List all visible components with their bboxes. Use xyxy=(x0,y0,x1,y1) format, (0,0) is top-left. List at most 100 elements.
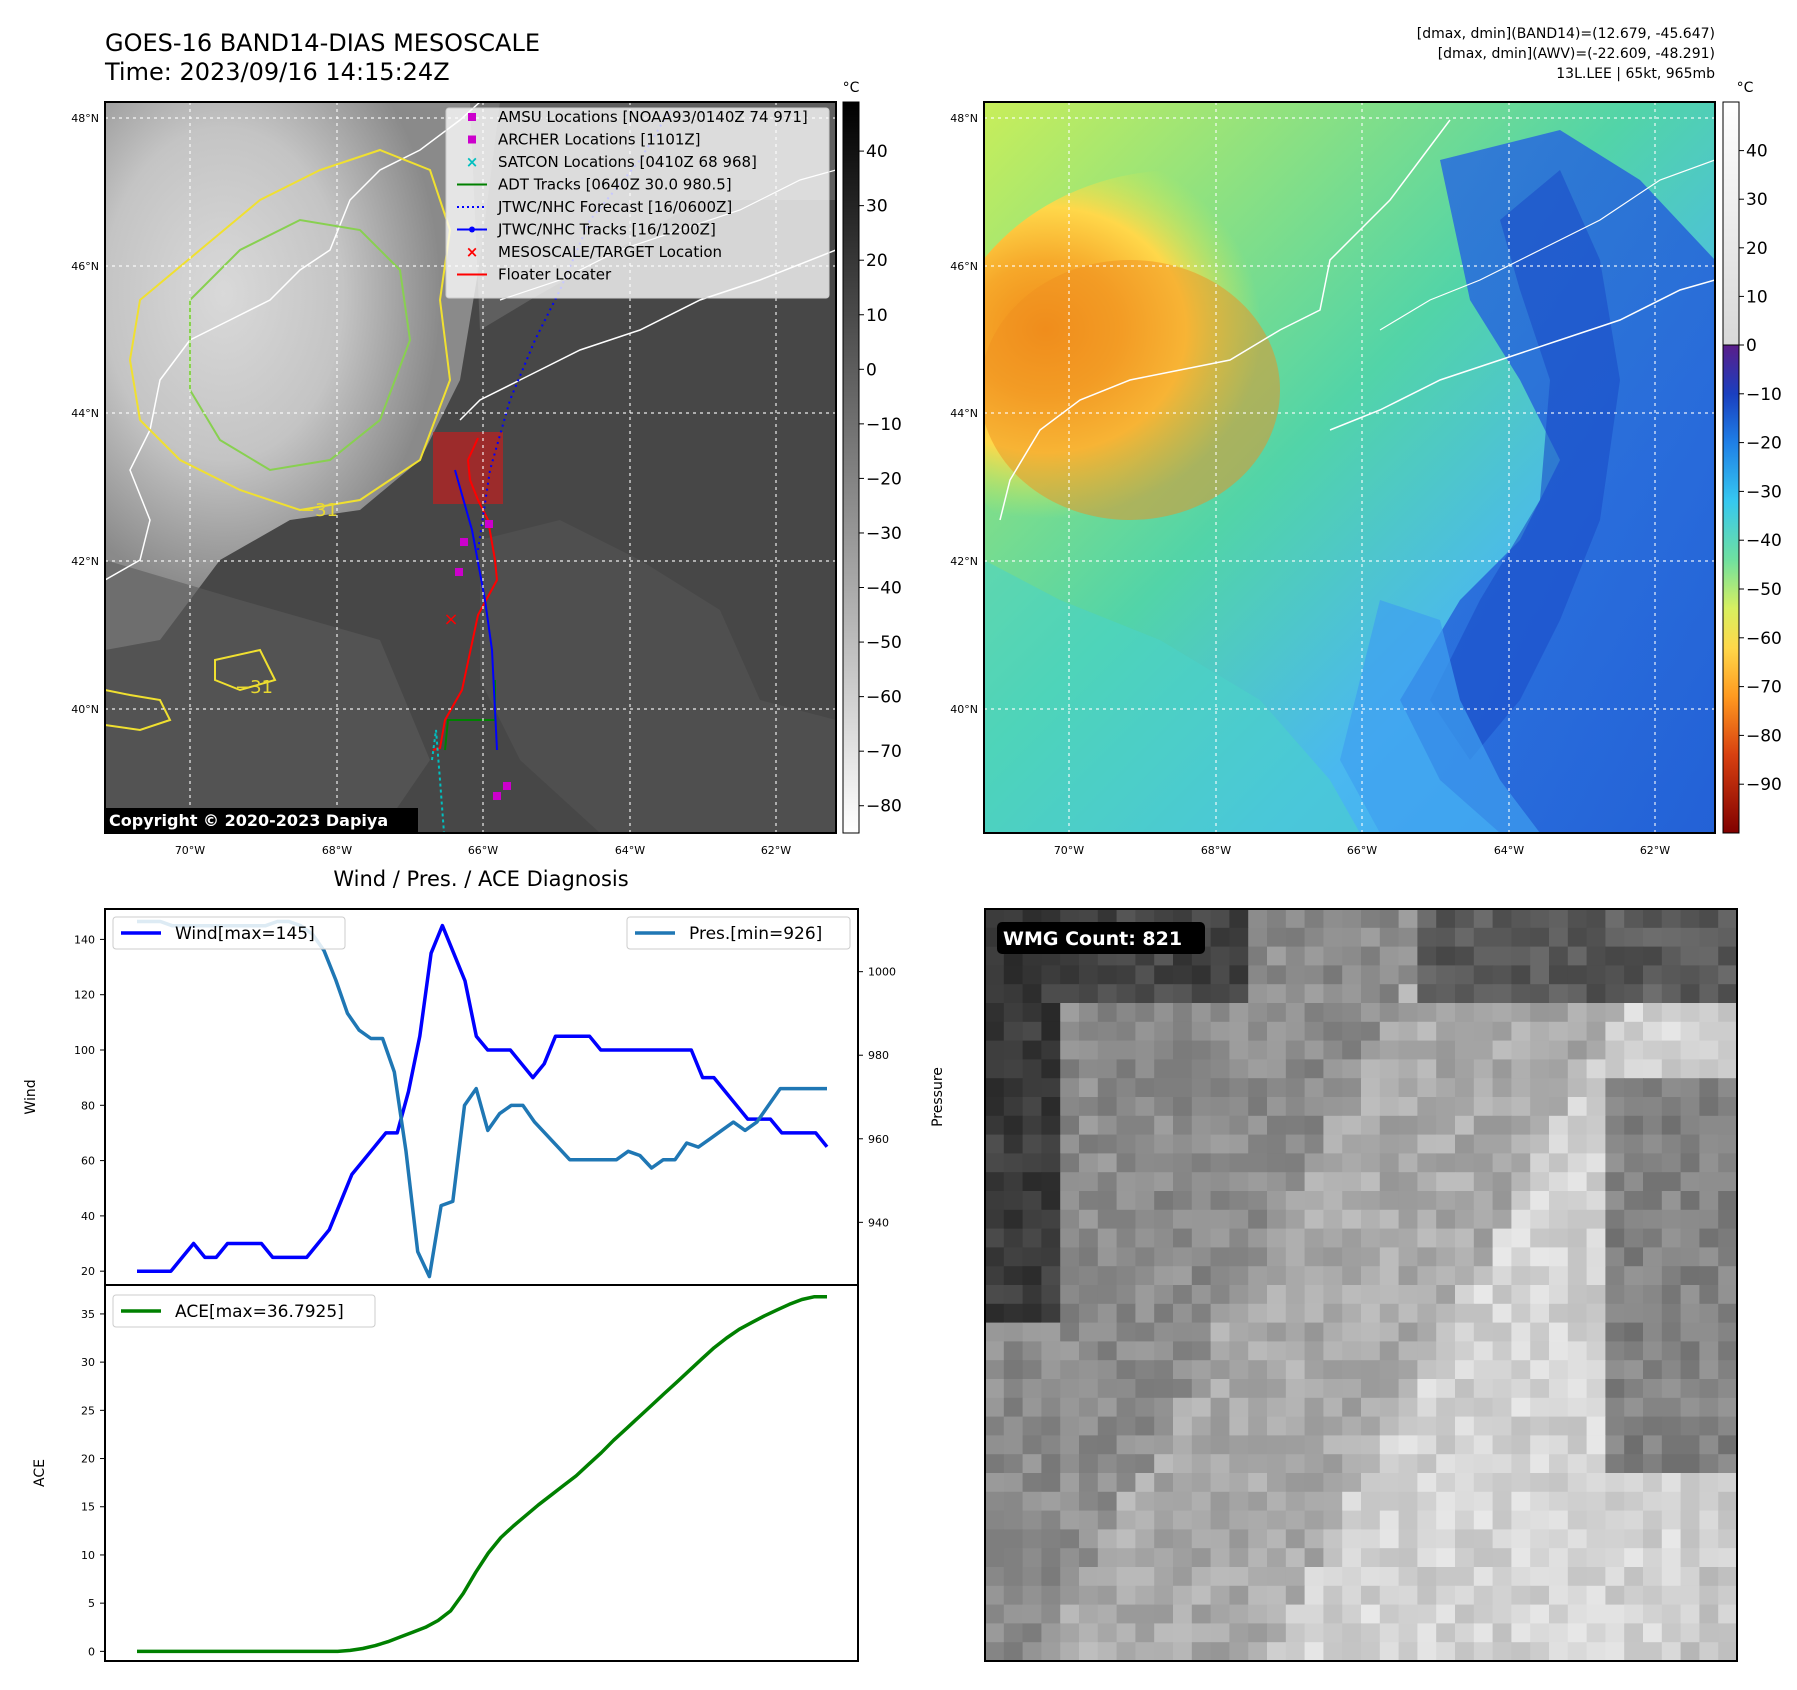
wmg-pixel xyxy=(1417,1529,1437,1549)
wmg-pixel xyxy=(1361,1003,1381,1023)
wmg-pixel xyxy=(1304,946,1324,966)
wmg-pixel xyxy=(1323,1021,1343,1042)
wmg-pixel xyxy=(985,1134,1005,1154)
copyright-text: Copyright © 2020-2023 Dapiya xyxy=(109,811,388,830)
wmg-pixel xyxy=(1116,1266,1136,1286)
wmg-pixel xyxy=(1455,965,1475,985)
wmg-pixel xyxy=(1041,1247,1061,1267)
wmg-pixel xyxy=(1605,1416,1625,1436)
wmg-pixel xyxy=(1549,1172,1569,1192)
wmg-pixel xyxy=(1605,965,1625,985)
awv-colorbar-tick-label: −10 xyxy=(1746,385,1782,405)
wmg-pixel xyxy=(1417,1003,1437,1023)
ir-contour-green xyxy=(189,218,412,472)
wmg-pixel xyxy=(1210,946,1230,966)
wmg-pixel xyxy=(985,1303,1005,1324)
wmg-pixel xyxy=(1718,1209,1737,1230)
wmg-pixel xyxy=(1605,1153,1625,1173)
wmg-pixel xyxy=(1718,1228,1737,1248)
wmg-pixel xyxy=(1097,1435,1118,1455)
wmg-pixel xyxy=(1060,1642,1080,1661)
wmg-pixel xyxy=(1511,1491,1531,1512)
wmg-pixel xyxy=(1267,1172,1287,1192)
wmg-pixel xyxy=(1661,1003,1682,1023)
wmg-pixel xyxy=(1079,1585,1099,1606)
wmg-pixel xyxy=(1417,1397,1437,1418)
wmg-pixel xyxy=(1060,1397,1080,1418)
wmg-pixel xyxy=(1173,1585,1193,1606)
wmg-pixel xyxy=(1567,1303,1588,1324)
wmg-pixel xyxy=(1492,1303,1512,1324)
wmg-pixel xyxy=(1022,1115,1042,1136)
wmg-pixel xyxy=(1041,1567,1061,1587)
wmg-pixel xyxy=(1267,1567,1287,1587)
wmg-pixel xyxy=(1643,946,1663,966)
wmg-pixel xyxy=(1173,1510,1193,1530)
wmg-pixel xyxy=(1041,1435,1061,1455)
wmg-pixel xyxy=(1248,1585,1268,1606)
wmg-pixel xyxy=(1718,1491,1737,1512)
wmg-pixel xyxy=(1285,1379,1306,1399)
wmg-pixel xyxy=(1097,1059,1118,1079)
wmg-pixel xyxy=(1267,1360,1287,1380)
wmg-pixel xyxy=(1511,1360,1531,1380)
wmg-pixel xyxy=(1135,1604,1155,1624)
wmg-pixel xyxy=(1342,1585,1362,1606)
wmg-pixel xyxy=(1680,1454,1700,1474)
wmg-pixel xyxy=(1398,1379,1418,1399)
wmg-count-box xyxy=(997,922,1205,954)
wmg-pixel xyxy=(1229,984,1249,1004)
wmg-pixel xyxy=(1361,1266,1381,1286)
wmg-pixel xyxy=(1248,1153,1268,1173)
wmg-pixel xyxy=(1154,1322,1174,1342)
wmg-pixel xyxy=(1624,1097,1644,1117)
wmg-pixel xyxy=(1267,1341,1287,1361)
wmg-pixel xyxy=(1022,1473,1042,1493)
wmg-pixel xyxy=(1022,1529,1042,1549)
wmg-pixel xyxy=(1079,1473,1099,1493)
wmg-pixel xyxy=(1473,1623,1494,1643)
wmg-pixel xyxy=(1492,1548,1512,1568)
wmg-pixel xyxy=(1285,1078,1306,1098)
wmg-pixel xyxy=(985,1529,1005,1549)
awv-south-moist xyxy=(1340,600,1540,833)
wmg-pixel xyxy=(1567,1548,1588,1568)
wmg-pixel xyxy=(1530,1228,1550,1248)
wmg-pixel xyxy=(1661,1623,1682,1643)
wmg-pixel xyxy=(1567,965,1588,985)
wmg-pixel xyxy=(1191,1285,1212,1305)
awv-colorbar-tick-label: 0 xyxy=(1746,336,1757,356)
wmg-pixel xyxy=(1323,1623,1343,1643)
wmg-pixel xyxy=(1680,1021,1700,1042)
wmg-pixel xyxy=(1567,1341,1588,1361)
wmg-pixel xyxy=(1436,1548,1456,1568)
wmg-pixel xyxy=(1116,1510,1136,1530)
wmg-pixel xyxy=(1060,1040,1080,1060)
wmg-pixel xyxy=(1680,1153,1700,1173)
contour-label-1: −31 xyxy=(300,500,338,521)
awv-colorbar-tick-label: −80 xyxy=(1746,726,1782,746)
ir-cloud-south xyxy=(480,520,836,833)
wmg-pixel xyxy=(1248,1454,1268,1474)
wmg-pixel xyxy=(1323,1360,1343,1380)
wmg-pixel xyxy=(1661,1567,1682,1587)
wmg-pixel xyxy=(1191,1397,1212,1418)
wmg-pixel xyxy=(1022,1435,1042,1455)
wmg-pixel xyxy=(1379,1247,1400,1267)
wmg-pixel xyxy=(1210,1097,1230,1117)
wmg-pixel xyxy=(1022,1303,1042,1324)
wmg-pixel xyxy=(1473,1266,1494,1286)
wmg-pixel xyxy=(985,1416,1005,1436)
wmg-pixel xyxy=(1210,1604,1230,1624)
pressure-ytick-label: 980 xyxy=(868,1049,889,1062)
wmg-pixel xyxy=(1605,1567,1625,1587)
wmg-pixel xyxy=(1097,1548,1118,1568)
wmg-pixel xyxy=(1624,1228,1644,1248)
wmg-pixel xyxy=(1511,927,1531,948)
wmg-pixel xyxy=(1492,1097,1512,1117)
wmg-pixel xyxy=(1173,1153,1193,1173)
wmg-pixel xyxy=(1586,1435,1606,1455)
wmg-pixel xyxy=(1342,1510,1362,1530)
wmg-pixel xyxy=(1003,1623,1024,1643)
wmg-pixel xyxy=(1605,1510,1625,1530)
